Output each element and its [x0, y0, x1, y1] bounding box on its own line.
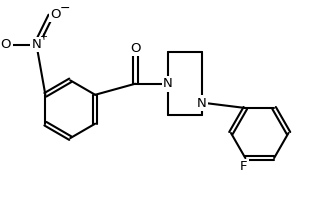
Text: −: − — [60, 2, 70, 15]
Text: +: + — [39, 32, 47, 42]
Text: O: O — [1, 38, 11, 51]
Text: N: N — [163, 77, 173, 90]
Text: O: O — [130, 42, 141, 54]
Text: F: F — [240, 160, 248, 173]
Text: O: O — [51, 8, 61, 20]
Text: N: N — [197, 97, 206, 110]
Text: N: N — [31, 38, 41, 51]
